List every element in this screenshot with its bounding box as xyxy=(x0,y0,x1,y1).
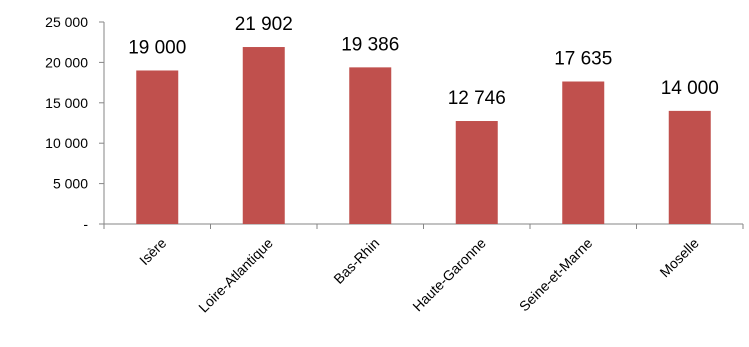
y-tick-label: 15 000 xyxy=(45,95,88,111)
category-label: Bas-Rhin xyxy=(330,235,382,287)
bar xyxy=(349,67,392,225)
y-tick-label: 5 000 xyxy=(53,176,88,192)
category-label: Loire-Atlantique xyxy=(195,235,276,316)
bar xyxy=(136,70,179,224)
data-label: 17 635 xyxy=(554,49,612,70)
y-tick-label: 10 000 xyxy=(45,135,88,151)
data-label: 14 000 xyxy=(661,78,719,99)
bar xyxy=(242,47,285,224)
data-label: 12 746 xyxy=(448,88,506,109)
data-label: 19 386 xyxy=(341,34,399,55)
bar xyxy=(562,81,605,224)
category-label: Moselle xyxy=(656,235,702,281)
bar xyxy=(668,110,711,224)
category-labels-group: Isère Loire-Atlantique Bas-Rhin Haute-Garon… xyxy=(136,235,702,316)
category-label: Seine-et-Marne xyxy=(516,235,596,315)
category-label: Haute-Garonne xyxy=(409,235,489,315)
x-axis-ticks xyxy=(103,224,744,229)
y-tick-label: 25 000 xyxy=(45,14,88,30)
y-axis-ticks: - 5 000 10 000 15 000 20 000 25 000 xyxy=(45,14,104,232)
category-label: Isère xyxy=(136,235,169,268)
bar xyxy=(455,121,498,224)
data-label: 21 902 xyxy=(235,14,293,35)
data-label: 19 000 xyxy=(128,37,186,58)
y-tick-label: - xyxy=(83,216,88,232)
bars-group xyxy=(136,47,711,225)
data-labels-group: 19 000 21 902 19 386 12 746 17 635 14 000 xyxy=(128,14,719,109)
y-tick-label: 20 000 xyxy=(45,54,88,70)
